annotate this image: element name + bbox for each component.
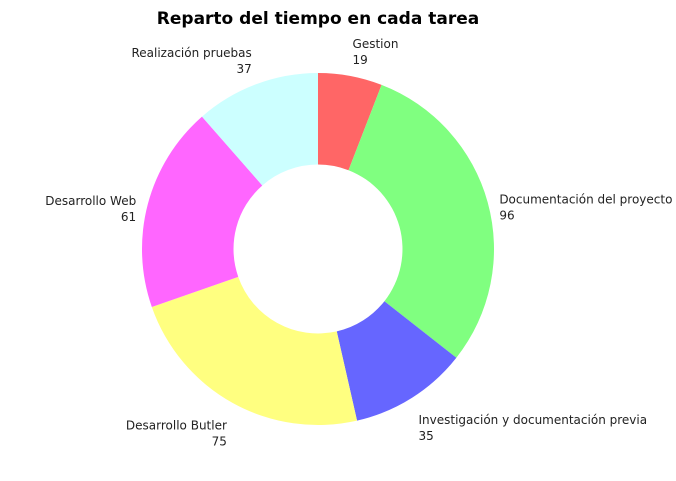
slice-value-documentacion-del-proyecto: 96 bbox=[499, 208, 514, 222]
slice-label-gestion: Gestion bbox=[353, 37, 399, 51]
chart-title: Reparto del tiempo en cada tarea bbox=[157, 9, 479, 29]
slice-label-desarrollo-butler: Desarrollo Butler bbox=[126, 418, 227, 432]
slice-label-investigacion-y-documentacion-previa: Investigación y documentación previa bbox=[419, 413, 648, 427]
slice-desarrollo-butler[interactable] bbox=[152, 277, 357, 425]
slice-value-realizacion-pruebas: 37 bbox=[237, 62, 252, 76]
slice-label-documentacion-del-proyecto: Documentación del proyecto bbox=[499, 192, 672, 206]
slices-group bbox=[142, 73, 494, 425]
slice-label-realizacion-pruebas: Realización pruebas bbox=[131, 46, 251, 60]
slice-value-gestion: 19 bbox=[353, 53, 368, 67]
slice-value-investigacion-y-documentacion-previa: 35 bbox=[419, 429, 434, 443]
slice-value-desarrollo-web: 61 bbox=[121, 210, 136, 224]
slice-label-desarrollo-web: Desarrollo Web bbox=[45, 194, 136, 208]
slice-value-desarrollo-butler: 75 bbox=[212, 434, 227, 448]
